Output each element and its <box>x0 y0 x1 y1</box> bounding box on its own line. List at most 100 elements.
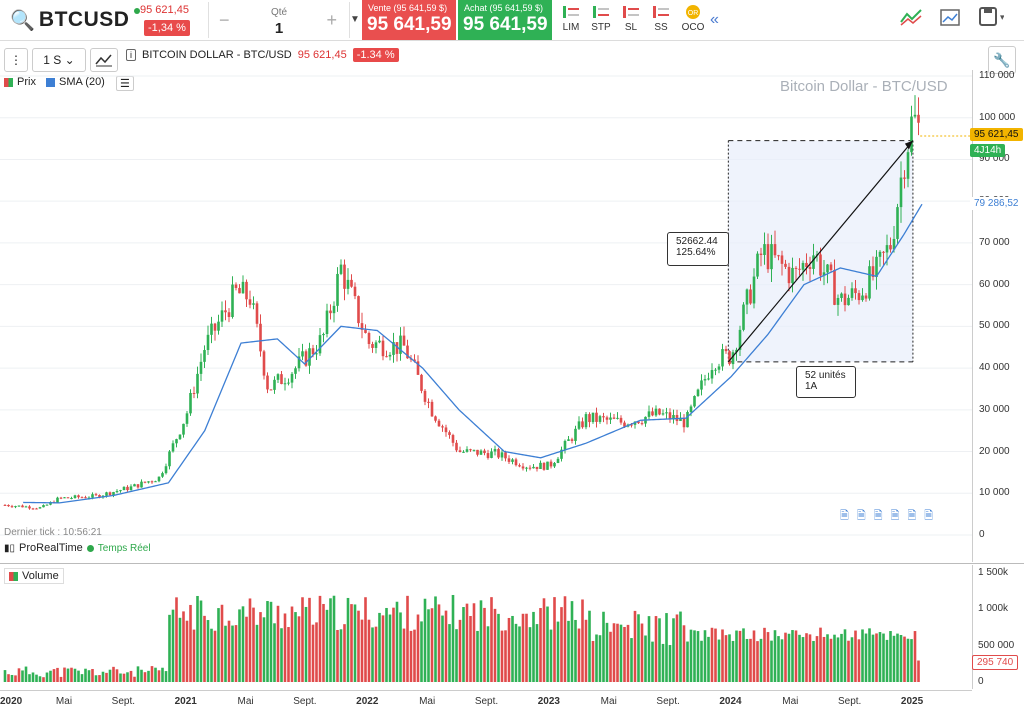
candle-body <box>217 321 220 331</box>
candle-body <box>871 266 875 278</box>
volume-bar <box>448 624 451 682</box>
candle-body <box>668 412 672 420</box>
candle-body <box>248 299 252 305</box>
volume-bar <box>308 597 311 682</box>
add-chart-icon[interactable] <box>936 6 966 34</box>
volume-bar <box>38 676 42 682</box>
instrument-price: 95 621,45 <box>297 49 347 61</box>
candle-body <box>714 369 717 371</box>
event-doc-icon[interactable]: 🗎 <box>840 510 849 522</box>
buy-button[interactable]: Achat (95 641,59 $) 95 641,59 <box>458 0 552 40</box>
collapse-chevron-icon[interactable]: « <box>710 11 719 28</box>
legend-price[interactable]: Prix <box>4 76 36 88</box>
event-doc-icon[interactable]: 🗎 <box>873 510 883 522</box>
order-oco-button[interactable]: OR OCO <box>678 4 708 38</box>
order-stp-button[interactable]: STP <box>586 4 616 38</box>
period-select[interactable]: 1 S ⌄ <box>32 48 86 72</box>
volume-bar <box>206 620 210 682</box>
sell-button[interactable]: Vente (95 641,59 $) 95 641,59 <box>362 0 456 40</box>
candle-body <box>94 494 98 496</box>
info-icon[interactable]: i <box>126 49 136 61</box>
candle-body <box>122 486 126 491</box>
increment-button[interactable]: + <box>326 10 337 30</box>
volume-bar <box>560 607 563 682</box>
event-doc-icon[interactable]: 🗎 <box>924 510 934 522</box>
indicators-icon[interactable] <box>896 6 926 34</box>
candle-body <box>654 408 658 416</box>
candle-body <box>24 506 28 508</box>
volume-bar <box>882 633 885 682</box>
volume-bar <box>28 674 31 682</box>
volume-bar <box>591 640 595 682</box>
volume-bar <box>738 630 742 682</box>
candle-body <box>511 459 514 462</box>
order-ss-label: SS <box>654 22 668 33</box>
period-value: 1 S <box>43 53 62 67</box>
provider-info: ▮▯ ProRealTime Temps Réel <box>4 542 151 554</box>
volume-bar <box>427 609 430 682</box>
volume-chart[interactable] <box>0 565 972 689</box>
volume-bar <box>409 630 413 682</box>
volume-bar <box>217 608 220 682</box>
candle-body <box>178 434 182 440</box>
volume-bar <box>178 617 182 682</box>
order-ss-button[interactable]: SS <box>646 4 676 38</box>
quantity-stepper[interactable]: − Qté 1 + <box>208 2 350 38</box>
candle-body <box>231 284 234 317</box>
candle-body <box>847 297 850 306</box>
pane-divider[interactable] <box>0 563 1024 564</box>
volume-bar <box>854 630 857 682</box>
order-sl-button[interactable]: SL <box>616 4 646 38</box>
volume-bar <box>150 666 154 682</box>
legend-volume[interactable]: Volume <box>4 568 64 584</box>
symbol-search[interactable]: 🔍 BTCUSD <box>0 0 130 40</box>
duration-annotation[interactable]: 52 unités 1A <box>796 366 856 398</box>
candle-body <box>35 508 38 510</box>
volume-axis[interactable]: 1 500k 1 000k 500 000 0 <box>972 565 1024 689</box>
chart-type-icon[interactable] <box>90 48 118 72</box>
decrement-button[interactable]: − <box>219 10 230 30</box>
volume-bar <box>213 630 217 682</box>
candle-body <box>129 486 133 491</box>
volume-bar <box>388 614 392 682</box>
event-doc-icon[interactable]: 🗎 <box>907 510 917 522</box>
volume-bar <box>861 629 864 682</box>
candle-body <box>724 349 728 352</box>
volume-bar <box>129 670 133 682</box>
volume-bar <box>234 625 238 682</box>
candle-body <box>189 392 192 414</box>
legend-sma[interactable]: SMA (20) <box>46 76 105 88</box>
candle-body <box>203 350 206 362</box>
qty-value[interactable]: 1 <box>274 20 284 37</box>
chevron-down-icon[interactable]: ▼ <box>350 14 360 25</box>
volume-bar <box>276 605 280 682</box>
measure-annotation[interactable]: 52662.44 125.64% <box>667 232 729 266</box>
candle-body <box>56 497 59 503</box>
volume-bar <box>889 631 892 682</box>
volume-bar <box>441 615 444 682</box>
wrench-icon[interactable]: 🔧 <box>988 46 1016 74</box>
volume-bar <box>101 671 105 682</box>
volume-bar <box>157 670 161 682</box>
pin-icon[interactable]: ⋮ <box>4 48 28 72</box>
volume-bar <box>735 630 738 682</box>
candle-body <box>423 390 427 402</box>
stop-loss-icon <box>616 4 646 22</box>
candle-body <box>458 450 462 453</box>
candle-body <box>637 421 640 424</box>
volume-bar <box>815 636 819 682</box>
volume-bar <box>787 633 791 682</box>
volume-bar <box>357 610 360 682</box>
price-chart[interactable] <box>0 70 972 562</box>
order-lim-button[interactable]: LIM <box>556 4 586 38</box>
event-doc-icon[interactable]: 🗎 <box>890 510 900 522</box>
volume-bar <box>241 606 245 682</box>
volume-bar <box>171 609 175 682</box>
event-doc-icon[interactable]: 🗎 <box>856 510 866 522</box>
candle-body <box>175 439 178 444</box>
candle-body <box>479 450 483 455</box>
volume-bar <box>598 635 602 682</box>
save-icon[interactable]: ▾ <box>976 6 1006 34</box>
volume-bar <box>913 631 917 682</box>
volume-bar <box>24 666 28 682</box>
